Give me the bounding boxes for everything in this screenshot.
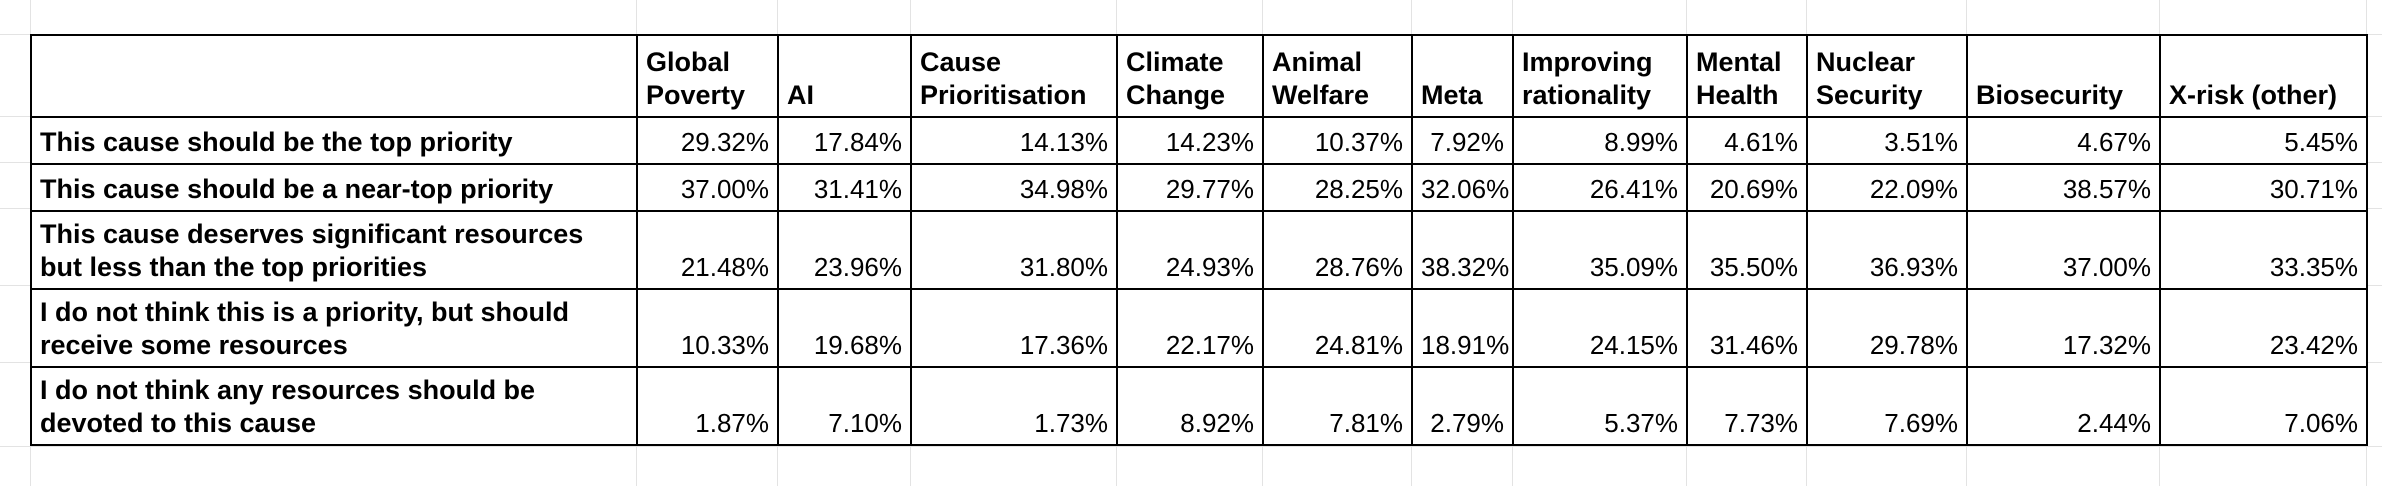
data-cell: 29.32% — [636, 116, 779, 165]
data-cell: 22.17% — [1116, 288, 1264, 368]
table-row: This cause should be the top priority 29… — [30, 116, 2368, 165]
column-header: Animal Welfare — [1262, 34, 1413, 118]
data-cell: 7.69% — [1806, 366, 1968, 446]
column-header: Nuclear Security — [1806, 34, 1968, 118]
data-cell: 10.37% — [1262, 116, 1413, 165]
data-cell: 14.23% — [1116, 116, 1264, 165]
data-cell: 29.77% — [1116, 163, 1264, 212]
row-label: I do not think this is a priority, but s… — [30, 288, 638, 368]
data-cell: 34.98% — [910, 163, 1118, 212]
data-cell: 37.00% — [636, 163, 779, 212]
data-cell: 24.15% — [1512, 288, 1688, 368]
column-header: Global Poverty — [636, 34, 779, 118]
table-row: I do not think any resources should be d… — [30, 366, 2368, 446]
data-cell: 22.09% — [1806, 163, 1968, 212]
data-cell: 20.69% — [1686, 163, 1808, 212]
data-cell: 23.42% — [2159, 288, 2368, 368]
data-cell: 23.96% — [777, 210, 912, 290]
data-cell: 31.46% — [1686, 288, 1808, 368]
data-cell: 32.06% — [1411, 163, 1514, 212]
data-cell: 10.33% — [636, 288, 779, 368]
column-header: AI — [777, 34, 912, 118]
data-cell: 4.61% — [1686, 116, 1808, 165]
data-cell: 17.84% — [777, 116, 912, 165]
column-header: Cause Prioritisation — [910, 34, 1118, 118]
data-cell: 35.09% — [1512, 210, 1688, 290]
data-cell: 28.25% — [1262, 163, 1413, 212]
data-cell: 24.81% — [1262, 288, 1413, 368]
data-cell: 17.36% — [910, 288, 1118, 368]
data-cell: 21.48% — [636, 210, 779, 290]
data-cell: 28.76% — [1262, 210, 1413, 290]
data-cell: 5.37% — [1512, 366, 1688, 446]
column-header: X-risk (other) — [2159, 34, 2368, 118]
cause-priorities-table: Global Poverty AI Cause Prioritisation C… — [30, 34, 2368, 446]
data-cell: 5.45% — [2159, 116, 2368, 165]
data-cell: 31.80% — [910, 210, 1118, 290]
data-cell: 7.81% — [1262, 366, 1413, 446]
data-cell: 38.32% — [1411, 210, 1514, 290]
data-cell: 2.79% — [1411, 366, 1514, 446]
row-label: I do not think any resources should be d… — [30, 366, 638, 446]
corner-cell — [30, 34, 638, 118]
data-cell: 35.50% — [1686, 210, 1808, 290]
data-cell: 7.73% — [1686, 366, 1808, 446]
data-cell: 18.91% — [1411, 288, 1514, 368]
table-row: I do not think this is a priority, but s… — [30, 288, 2368, 368]
row-label: This cause deserves significant resource… — [30, 210, 638, 290]
data-cell: 7.92% — [1411, 116, 1514, 165]
table-row: This cause should be a near-top priority… — [30, 163, 2368, 212]
data-cell: 1.87% — [636, 366, 779, 446]
data-cell: 29.78% — [1806, 288, 1968, 368]
data-cell: 37.00% — [1966, 210, 2161, 290]
row-label: This cause should be the top priority — [30, 116, 638, 165]
data-cell: 8.92% — [1116, 366, 1264, 446]
data-cell: 8.99% — [1512, 116, 1688, 165]
column-header: Biosecurity — [1966, 34, 2161, 118]
data-cell: 30.71% — [2159, 163, 2368, 212]
data-cell: 24.93% — [1116, 210, 1264, 290]
column-header: Mental Health — [1686, 34, 1808, 118]
data-cell: 1.73% — [910, 366, 1118, 446]
header-row: Global Poverty AI Cause Prioritisation C… — [30, 34, 2368, 118]
column-header: Meta — [1411, 34, 1514, 118]
data-cell: 36.93% — [1806, 210, 1968, 290]
data-cell: 7.10% — [777, 366, 912, 446]
data-cell: 38.57% — [1966, 163, 2161, 212]
data-cell: 3.51% — [1806, 116, 1968, 165]
data-cell: 33.35% — [2159, 210, 2368, 290]
data-cell: 2.44% — [1966, 366, 2161, 446]
column-header: Improving rationality — [1512, 34, 1688, 118]
data-cell: 14.13% — [910, 116, 1118, 165]
data-cell: 26.41% — [1512, 163, 1688, 212]
table-row: This cause deserves significant resource… — [30, 210, 2368, 290]
data-cell: 31.41% — [777, 163, 912, 212]
data-cell: 7.06% — [2159, 366, 2368, 446]
column-header: Climate Change — [1116, 34, 1264, 118]
data-cell: 19.68% — [777, 288, 912, 368]
data-cell: 4.67% — [1966, 116, 2161, 165]
data-cell: 17.32% — [1966, 288, 2161, 368]
row-label: This cause should be a near-top priority — [30, 163, 638, 212]
